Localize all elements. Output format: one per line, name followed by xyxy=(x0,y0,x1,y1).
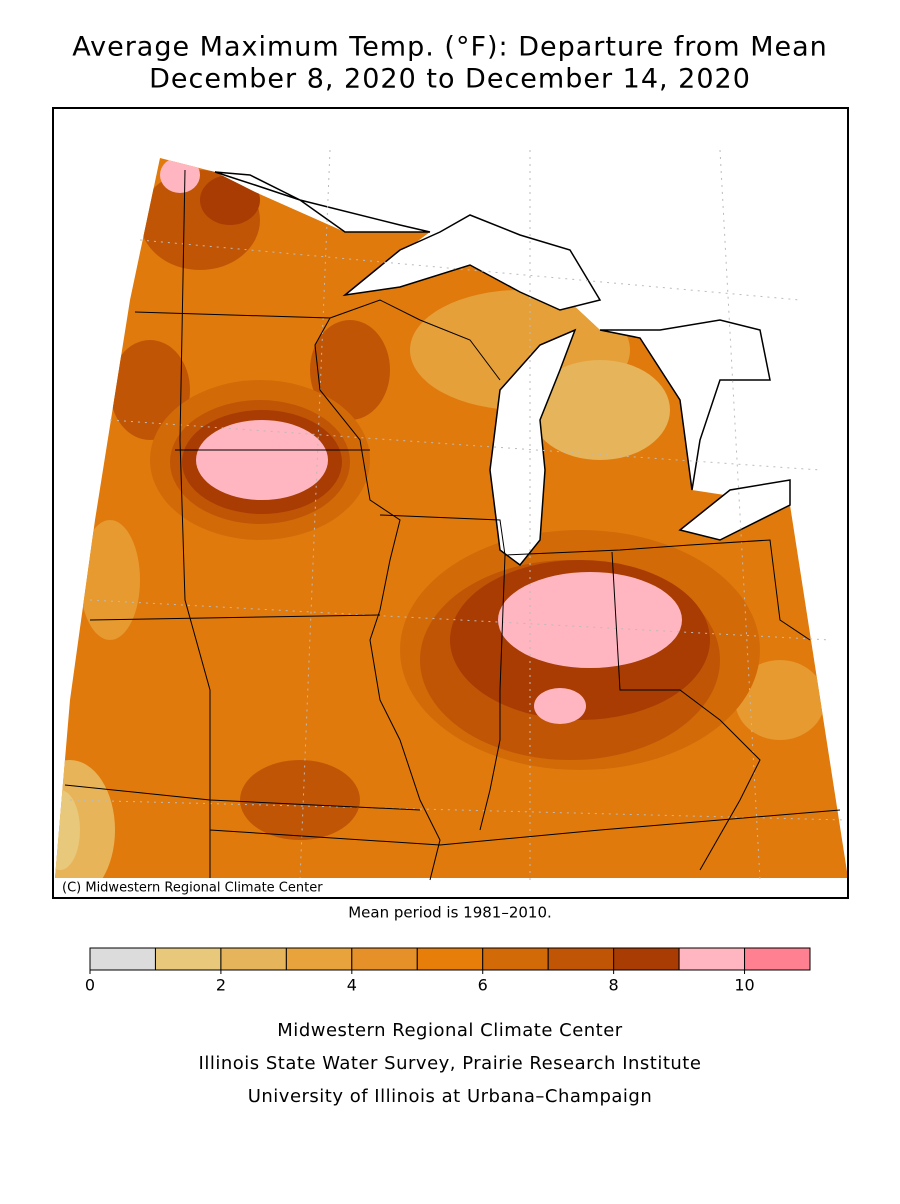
map-title: Average Maximum Temp. (°F): Departure fr… xyxy=(72,32,828,63)
legend-swatch xyxy=(482,947,549,971)
footer-line: University of Illinois at Urbana–Champai… xyxy=(248,1086,653,1107)
legend-swatch xyxy=(416,947,484,971)
legend-swatch xyxy=(351,947,418,971)
legend-swatch xyxy=(154,947,222,971)
legend-swatch xyxy=(744,947,811,971)
footer-line: Midwestern Regional Climate Center xyxy=(277,1020,623,1041)
legend-tick-label: 4 xyxy=(347,976,357,995)
lakes xyxy=(214,171,791,567)
footer-line: Illinois State Water Survey, Prairie Res… xyxy=(199,1053,702,1074)
legend-tick-label: 8 xyxy=(609,976,619,995)
legend-tick-label: 2 xyxy=(216,976,226,995)
mean-period: Mean period is 1981–2010. xyxy=(348,904,552,922)
legend-swatch xyxy=(613,947,680,971)
map-frame xyxy=(52,107,849,899)
legend-swatch xyxy=(547,947,615,971)
legend-swatch xyxy=(89,947,156,971)
credit-box xyxy=(55,878,337,897)
legend-swatch xyxy=(220,947,287,971)
credit: (C) Midwestern Regional Climate Center xyxy=(62,881,323,896)
legend-swatch xyxy=(678,947,746,971)
legend-swatch xyxy=(285,947,353,971)
legend-tick-label: 6 xyxy=(478,976,488,995)
legend-tick-label: 0 xyxy=(85,976,95,995)
map-subtitle: December 8, 2020 to December 14, 2020 xyxy=(149,64,751,95)
grid-lines xyxy=(69,149,846,881)
map: (C) Midwestern Regional Climate Center xyxy=(52,107,849,899)
legend-tick-label: 10 xyxy=(734,976,754,995)
legend: 0 2 4 6 8 10 xyxy=(85,947,811,995)
state-borders xyxy=(64,169,841,890)
